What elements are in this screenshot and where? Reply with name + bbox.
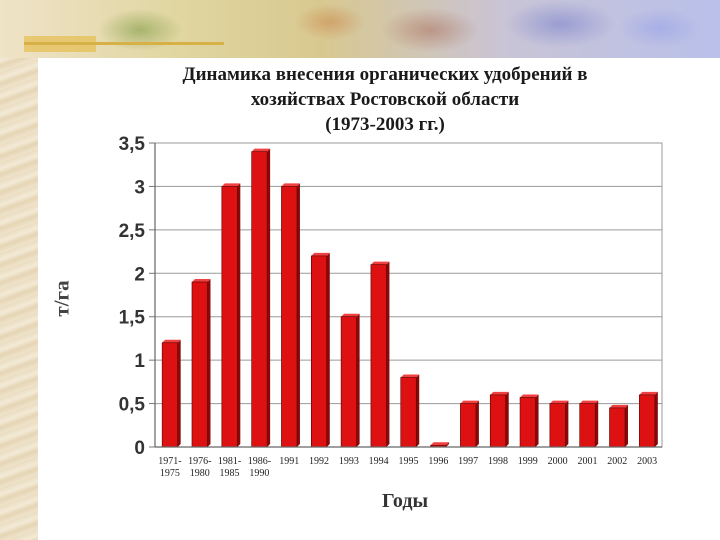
bar: [460, 403, 477, 448]
bar-top: [281, 183, 300, 187]
bar-top: [579, 400, 599, 404]
bar-top: [639, 391, 658, 395]
bar-side: [446, 442, 450, 447]
bar: [340, 316, 357, 448]
bar-top: [251, 148, 271, 152]
y-tick-label: 2: [134, 264, 145, 285]
x-tick-label: 1971-: [158, 456, 181, 467]
y-tick-label: 2,5: [119, 221, 146, 242]
bar: [251, 151, 268, 448]
bar: [579, 403, 596, 448]
x-tick-label: 2002: [607, 456, 627, 467]
chart-title-line-1: Динамика внесения органических удобрений…: [182, 64, 588, 85]
x-tick-label: 1975: [160, 468, 180, 479]
x-tick-label: 1992: [309, 456, 329, 467]
y-tick-label: 0: [134, 438, 145, 459]
slide-top-banner: [0, 0, 720, 58]
bar-top: [311, 252, 330, 256]
bar-top: [430, 442, 450, 446]
bar-side: [625, 404, 629, 447]
bar-side: [535, 394, 539, 447]
chart-title-line-3: (1973-2003 гг.): [325, 114, 445, 135]
x-tick-label: 1976-: [188, 456, 211, 467]
banner-accent-line: [24, 42, 224, 45]
x-tick-label: 1996: [428, 456, 448, 467]
x-tick-label: 1981-: [218, 456, 241, 467]
bar: [549, 403, 566, 448]
bar-top: [162, 339, 181, 343]
x-tick-label: 1991: [279, 456, 299, 467]
bar: [281, 186, 298, 448]
bar: [221, 186, 238, 448]
x-tick-label: 1993: [339, 456, 359, 467]
chart-title-line-2: хозяйствах Ростовской области: [250, 89, 520, 110]
x-tick-label: 2001: [577, 456, 597, 467]
bar: [370, 264, 387, 448]
x-tick-label: 1995: [399, 456, 419, 467]
x-tick-label: 1986-: [248, 456, 271, 467]
bar-side: [475, 400, 479, 447]
bar: [519, 397, 536, 448]
bar-side: [296, 183, 300, 447]
bar-side: [177, 339, 181, 447]
y-tick-label: 3,5: [119, 134, 146, 155]
bar-top: [609, 404, 629, 408]
x-tick-label: 2003: [637, 456, 657, 467]
bar: [310, 255, 328, 448]
bar: [191, 281, 208, 448]
x-tick-label: 1980: [190, 468, 210, 479]
bar-side: [595, 400, 599, 447]
bar-side: [505, 391, 509, 447]
x-tick-label: 1997: [458, 456, 478, 467]
bar-side: [237, 183, 241, 447]
bar-top: [490, 391, 509, 395]
x-tick-label: 1999: [518, 456, 538, 467]
bar-side: [356, 313, 360, 447]
y-tick-label: 1,5: [119, 308, 146, 329]
bar-top: [191, 278, 211, 282]
bar: [161, 342, 178, 448]
y-tick-label: 0,5: [119, 395, 146, 416]
bar: [489, 394, 507, 448]
slide-left-texture: [0, 0, 38, 540]
bar-top: [549, 400, 569, 404]
bar-side: [267, 148, 271, 447]
bar-side: [416, 374, 420, 447]
x-axis-label: Годы: [381, 490, 429, 512]
bar-top: [221, 183, 241, 187]
x-tick-label: 2000: [548, 456, 568, 467]
bar-side: [207, 278, 211, 447]
bar-top: [370, 261, 390, 265]
bar: [609, 407, 626, 448]
x-tick-label: 1998: [488, 456, 508, 467]
bar-side: [386, 261, 390, 447]
bar-side: [565, 400, 569, 447]
bar-side: [654, 391, 658, 447]
chart-title: Динамика внесения органических удобрений…: [100, 62, 670, 137]
x-tick-label: 1990: [249, 468, 269, 479]
bar-top: [341, 313, 360, 317]
bar-top: [460, 400, 479, 404]
x-tick-label: 1994: [369, 456, 389, 467]
y-tick-label: 3: [134, 177, 145, 198]
bar-top: [520, 394, 539, 398]
bar: [639, 394, 656, 448]
x-tick-label: 1985: [220, 468, 240, 479]
bar-side: [326, 252, 330, 447]
bar: [400, 377, 417, 448]
y-tick-label: 1: [134, 351, 145, 372]
bar-top: [400, 374, 420, 378]
